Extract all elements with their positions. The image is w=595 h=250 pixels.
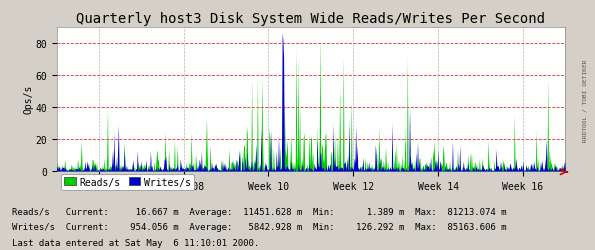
- Y-axis label: Ops/s: Ops/s: [24, 85, 34, 114]
- Text: Last data entered at Sat May  6 11:10:01 2000.: Last data entered at Sat May 6 11:10:01 …: [12, 238, 259, 247]
- Legend: Reads/s, Writes/s: Reads/s, Writes/s: [61, 174, 194, 190]
- Title: Quarterly host3 Disk System Wide Reads/Writes Per Second: Quarterly host3 Disk System Wide Reads/W…: [76, 12, 546, 26]
- Text: RRDTOOL / TOBI OETIKER: RRDTOOL / TOBI OETIKER: [583, 59, 587, 141]
- Text: Writes/s  Current:    954.056 m  Average:   5842.928 m  Min:    126.292 m  Max: : Writes/s Current: 954.056 m Average: 584…: [12, 222, 506, 231]
- Text: Reads/s   Current:     16.667 m  Average:  11451.628 m  Min:      1.389 m  Max: : Reads/s Current: 16.667 m Average: 11451…: [12, 207, 506, 216]
